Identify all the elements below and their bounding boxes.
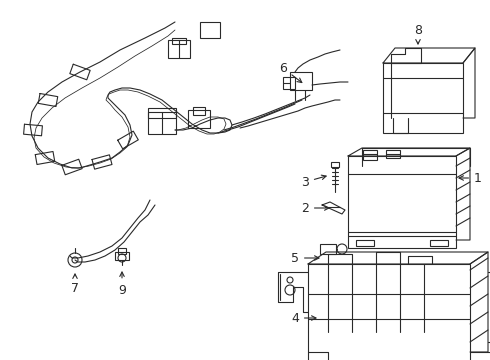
Bar: [308, 264, 470, 360]
Bar: [148, 112, 176, 134]
Bar: [331, 162, 339, 167]
Bar: [200, 22, 220, 38]
Text: 8: 8: [414, 23, 422, 44]
Bar: [290, 72, 312, 90]
Text: 3: 3: [301, 175, 326, 189]
Bar: [386, 150, 400, 158]
Bar: [430, 240, 448, 246]
Bar: [348, 156, 456, 248]
Bar: [193, 107, 205, 115]
Bar: [383, 63, 463, 133]
Bar: [172, 38, 186, 44]
Bar: [115, 252, 129, 260]
Bar: [283, 77, 295, 89]
Bar: [188, 110, 210, 128]
Text: 7: 7: [71, 274, 79, 294]
Text: 4: 4: [291, 311, 316, 324]
Text: 9: 9: [118, 272, 126, 297]
Bar: [320, 244, 336, 254]
Text: 6: 6: [279, 62, 302, 82]
Bar: [363, 150, 377, 160]
Text: 2: 2: [301, 202, 329, 215]
Bar: [148, 108, 176, 118]
Text: 5: 5: [291, 252, 319, 265]
Bar: [168, 40, 190, 58]
Bar: [356, 240, 374, 246]
Text: 1: 1: [459, 171, 482, 184]
Bar: [118, 248, 126, 254]
